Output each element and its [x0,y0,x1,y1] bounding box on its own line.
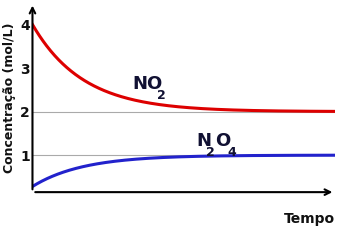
Text: NO: NO [132,75,163,93]
Text: N: N [196,132,211,151]
Text: 2: 2 [157,89,166,101]
Text: O: O [215,132,230,151]
Y-axis label: Concentração (mol/L): Concentração (mol/L) [3,22,16,173]
Text: Tempo: Tempo [284,212,335,226]
Text: 2: 2 [206,146,214,159]
Text: 4: 4 [227,146,236,159]
